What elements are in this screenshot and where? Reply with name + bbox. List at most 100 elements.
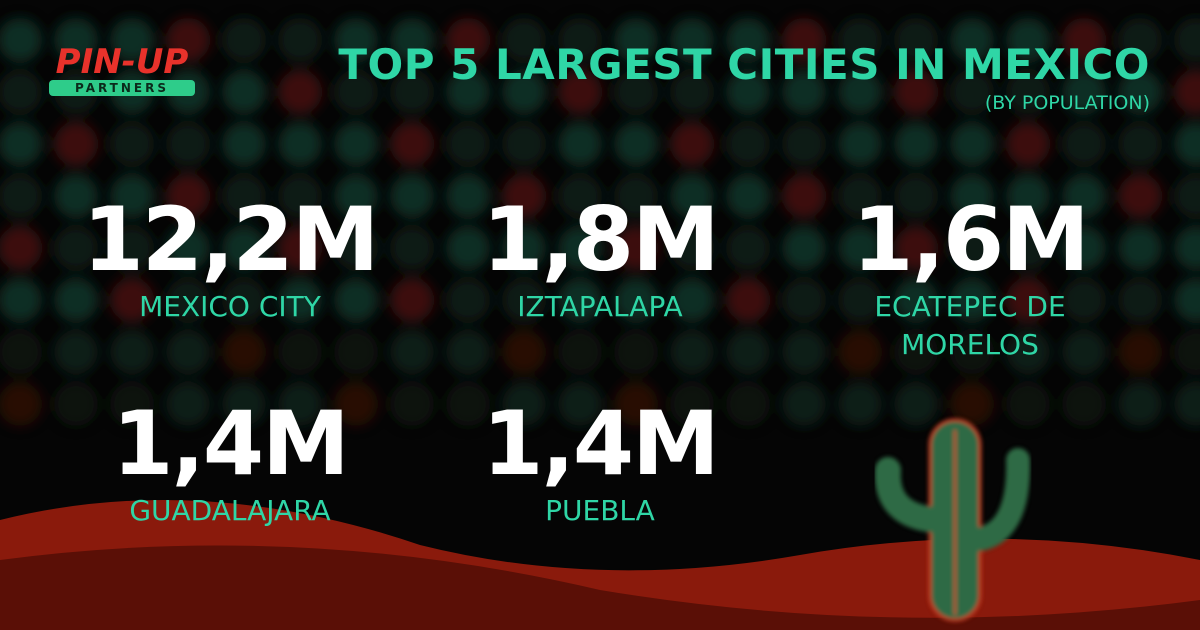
dot bbox=[670, 70, 714, 114]
dot bbox=[1118, 122, 1162, 166]
dot bbox=[614, 330, 658, 374]
dot bbox=[894, 122, 938, 166]
dot bbox=[390, 70, 434, 114]
dot bbox=[166, 330, 210, 374]
dot bbox=[222, 382, 266, 426]
dot bbox=[446, 382, 490, 426]
dot bbox=[1006, 174, 1050, 218]
dot bbox=[446, 122, 490, 166]
dot bbox=[166, 278, 210, 322]
dot bbox=[782, 330, 826, 374]
dot bbox=[278, 226, 322, 270]
dot bbox=[726, 278, 770, 322]
dot bbox=[502, 174, 546, 218]
dot bbox=[0, 174, 42, 218]
dot bbox=[502, 330, 546, 374]
dot bbox=[54, 18, 98, 62]
dot bbox=[894, 174, 938, 218]
subtitle: (BY POPULATION) bbox=[984, 92, 1150, 114]
dot bbox=[334, 174, 378, 218]
dot bbox=[1006, 330, 1050, 374]
dot bbox=[1118, 278, 1162, 322]
logo-name: PIN-UP bbox=[55, 42, 189, 82]
dot bbox=[1062, 382, 1106, 426]
dot bbox=[166, 226, 210, 270]
city-name: MEXICO CITY bbox=[139, 290, 321, 323]
dot bbox=[1062, 18, 1106, 62]
dot bbox=[782, 382, 826, 426]
dot bbox=[558, 382, 602, 426]
dot bbox=[54, 174, 98, 218]
dot bbox=[1118, 174, 1162, 218]
dot bbox=[278, 278, 322, 322]
dot bbox=[0, 18, 42, 62]
dot bbox=[1174, 122, 1200, 166]
dot bbox=[334, 18, 378, 62]
dot bbox=[726, 330, 770, 374]
dot bbox=[334, 226, 378, 270]
dot bbox=[390, 382, 434, 426]
dot bbox=[390, 330, 434, 374]
population: 1,4M bbox=[482, 392, 719, 495]
dot bbox=[670, 278, 714, 322]
dot bbox=[1118, 382, 1162, 426]
dot bbox=[1006, 226, 1050, 270]
dot bbox=[278, 70, 322, 114]
dot bbox=[502, 70, 546, 114]
dot bbox=[502, 18, 546, 62]
dot bbox=[390, 278, 434, 322]
dot bbox=[838, 382, 882, 426]
dot bbox=[670, 122, 714, 166]
dot bbox=[1006, 70, 1050, 114]
dot bbox=[0, 122, 42, 166]
dot bbox=[838, 122, 882, 166]
dot bbox=[110, 382, 154, 426]
dot bbox=[446, 226, 490, 270]
dot bbox=[614, 18, 658, 62]
dot bbox=[502, 278, 546, 322]
dot bbox=[222, 226, 266, 270]
dot bbox=[446, 70, 490, 114]
dot bbox=[670, 382, 714, 426]
dot bbox=[334, 278, 378, 322]
title: TOP 5 LARGEST CITIES IN MEXICO bbox=[338, 40, 1150, 89]
dot bbox=[558, 226, 602, 270]
cactus bbox=[874, 418, 1031, 622]
dot bbox=[950, 122, 994, 166]
dot bbox=[502, 122, 546, 166]
city-item: 12,2M MEXICO CITY bbox=[80, 192, 380, 326]
dot bbox=[390, 174, 434, 218]
dot bbox=[1118, 70, 1162, 114]
dot bbox=[614, 226, 658, 270]
population: 1,6M bbox=[852, 188, 1089, 291]
dot bbox=[1062, 278, 1106, 322]
dot bbox=[278, 330, 322, 374]
dot bbox=[54, 382, 98, 426]
city-item: 1,8M IZTAPALAPA bbox=[450, 192, 750, 326]
dot bbox=[782, 226, 826, 270]
dot bbox=[1174, 18, 1200, 62]
logo: PIN-UP PARTNERS bbox=[46, 44, 198, 96]
dot bbox=[54, 226, 98, 270]
dot bbox=[894, 226, 938, 270]
dot bbox=[278, 122, 322, 166]
dot bbox=[166, 18, 210, 62]
hill-shade bbox=[0, 545, 1200, 630]
dot bbox=[726, 226, 770, 270]
dot bbox=[222, 330, 266, 374]
dot bbox=[222, 122, 266, 166]
dot bbox=[670, 18, 714, 62]
city-name: ECATEPEC DE MORELOS bbox=[874, 290, 1066, 361]
dot bbox=[558, 122, 602, 166]
dot bbox=[950, 174, 994, 218]
dot bbox=[0, 70, 42, 114]
dot bbox=[334, 330, 378, 374]
dot bbox=[838, 174, 882, 218]
dot bbox=[1062, 330, 1106, 374]
city-item: 1,4M GUADALAJARA bbox=[80, 396, 380, 530]
dot bbox=[110, 122, 154, 166]
dot bbox=[726, 382, 770, 426]
dot bbox=[1006, 122, 1050, 166]
